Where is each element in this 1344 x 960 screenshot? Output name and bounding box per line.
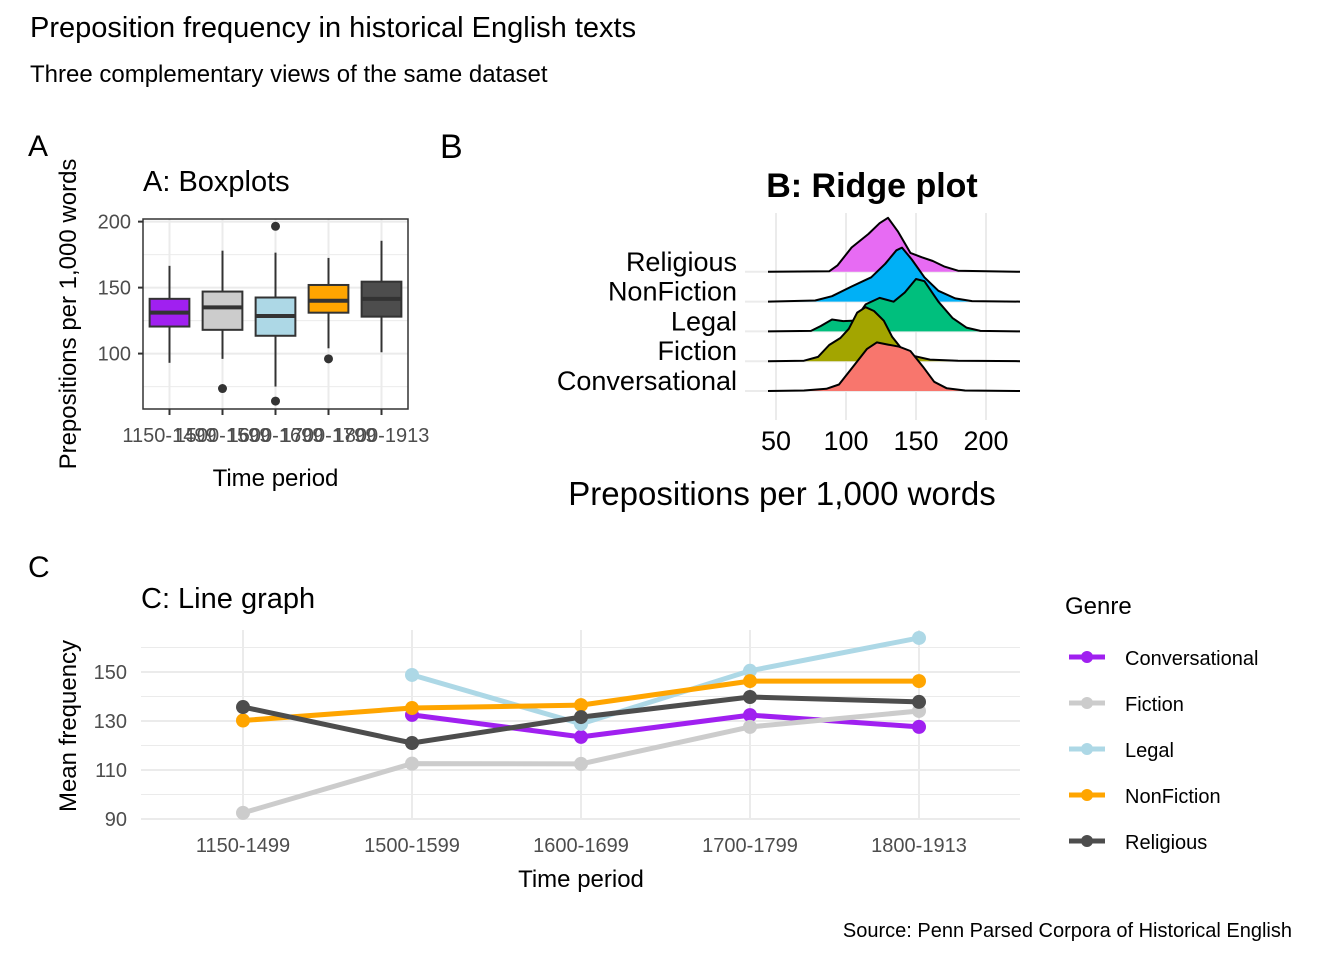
ridge-line-legal	[767, 278, 1021, 333]
panel-c-xtick-label: 1600-1699	[533, 835, 629, 857]
panel-c-ytick-label: 90	[105, 809, 127, 831]
panel-b-row-label: Religious	[626, 247, 737, 277]
series-point-legal	[743, 663, 757, 678]
series-point-religious	[912, 694, 926, 709]
ridge-line-nonfiction	[767, 246, 1021, 303]
series-point-religious	[574, 710, 588, 725]
series-point-legal	[912, 630, 926, 645]
series-point-fiction	[405, 756, 419, 771]
ridge-fill-nonfiction	[768, 247, 1020, 302]
panel-c-xtick-label: 1800-1913	[871, 835, 967, 857]
panel-a-ytick-label: 200	[98, 212, 131, 234]
ridge-line-religious	[767, 216, 1021, 273]
box-1500-1599	[201, 290, 244, 331]
series-point-legal	[405, 667, 419, 682]
legend-title: Genre	[1065, 593, 1132, 620]
series-point-fiction	[743, 719, 757, 734]
panel-b-xtick-label: 150	[893, 426, 938, 456]
panel-c-ytick-label: 110	[95, 760, 127, 782]
series-point-nonfiction	[574, 698, 588, 713]
series-point-conversational	[743, 708, 757, 723]
panel-a-ytick-label: 100	[98, 344, 131, 366]
panel-a-xtick-label: 1150-1499	[122, 425, 216, 447]
series-point-conversational	[574, 729, 588, 744]
legend-key-point	[1081, 743, 1093, 755]
panel-tag-a: A	[28, 130, 49, 163]
series-point-nonfiction	[743, 674, 757, 689]
panel-b-row-label: Conversational	[557, 366, 737, 396]
legend-label: Legal	[1125, 740, 1174, 762]
legend-label: Conversational	[1125, 648, 1258, 670]
series-point-conversational	[912, 719, 926, 734]
panel-a-xlabel: Time period	[213, 465, 339, 492]
panel-c-xtick-label: 1500-1599	[364, 835, 460, 857]
legend-label: Religious	[1125, 832, 1207, 854]
ridge-line-fiction	[767, 306, 1021, 363]
panel-b-xtick-label: 100	[823, 426, 868, 456]
box-outlier	[324, 354, 333, 364]
panel-tag-c: C	[28, 551, 50, 584]
series-point-religious	[236, 700, 250, 715]
legend-key-point	[1081, 651, 1093, 663]
panel-tag-b: B	[440, 128, 463, 166]
ridge-fill-fiction	[768, 307, 1020, 362]
panel-b-title: B: Ridge plot	[766, 167, 978, 205]
legend-key-point	[1081, 835, 1093, 847]
panel-a-xtick-label: 1800-1913	[334, 425, 430, 447]
box-outlier	[271, 396, 280, 406]
figure-caption: Source: Penn Parsed Corpora of Historica…	[842, 920, 1292, 942]
panel-c-ylabel: Mean frequency	[55, 640, 82, 812]
figure-title: Preposition frequency in historical Engl…	[30, 12, 637, 44]
series-point-religious	[405, 736, 419, 751]
panel-c-ytick-label: 130	[94, 711, 127, 733]
panel-a-title: A: Boxplots	[143, 166, 290, 198]
legend-key-point	[1081, 789, 1093, 801]
panel-b-row-label: Fiction	[657, 336, 737, 366]
panel-a-ytick-label: 150	[98, 278, 131, 300]
panel-a-xtick-label: 1600-1699	[228, 425, 324, 447]
legend-label: NonFiction	[1125, 786, 1221, 808]
panel-c-xlabel: Time period	[518, 866, 644, 893]
panel-b-xtick-label: 50	[761, 426, 791, 456]
panel-b-row-label: NonFiction	[608, 277, 737, 307]
panel-c-title: C: Line graph	[141, 583, 315, 615]
ridge-line-conversational	[767, 341, 1021, 392]
panel-b-xtick-label: 200	[963, 426, 1008, 456]
panel-a-ylabel: Prepositions per 1,000 words	[55, 159, 82, 470]
series-point-nonfiction	[236, 713, 250, 728]
legend-key-point	[1081, 697, 1093, 709]
ridge-fill-religious	[768, 217, 1020, 272]
figure-subtitle: Three complementary views of the same da…	[30, 61, 548, 88]
panel-c-ytick-label: 150	[94, 662, 127, 684]
box-outlier	[271, 221, 280, 231]
panel-c-xtick-label: 1700-1799	[702, 835, 798, 857]
panel-c-xtick-label: 1150-1499	[196, 835, 290, 857]
panel-b-row-label: Legal	[671, 306, 737, 336]
panel-a-xtick-label: 1700-1799	[281, 425, 377, 447]
ridge-fill-legal	[768, 279, 1020, 332]
series-point-fiction	[236, 805, 250, 820]
series-point-nonfiction	[912, 674, 926, 689]
series-point-nonfiction	[405, 701, 419, 716]
series-point-religious	[743, 689, 757, 704]
box-outlier	[218, 384, 227, 394]
panel-a-xtick-label: 1500-1599	[175, 425, 271, 447]
panel-b-xlabel: Prepositions per 1,000 words	[568, 475, 995, 512]
legend-label: Fiction	[1125, 694, 1184, 716]
series-point-fiction	[574, 756, 588, 771]
ridge-fill-conversational	[768, 342, 1020, 391]
series-line-legal	[411, 635, 920, 727]
